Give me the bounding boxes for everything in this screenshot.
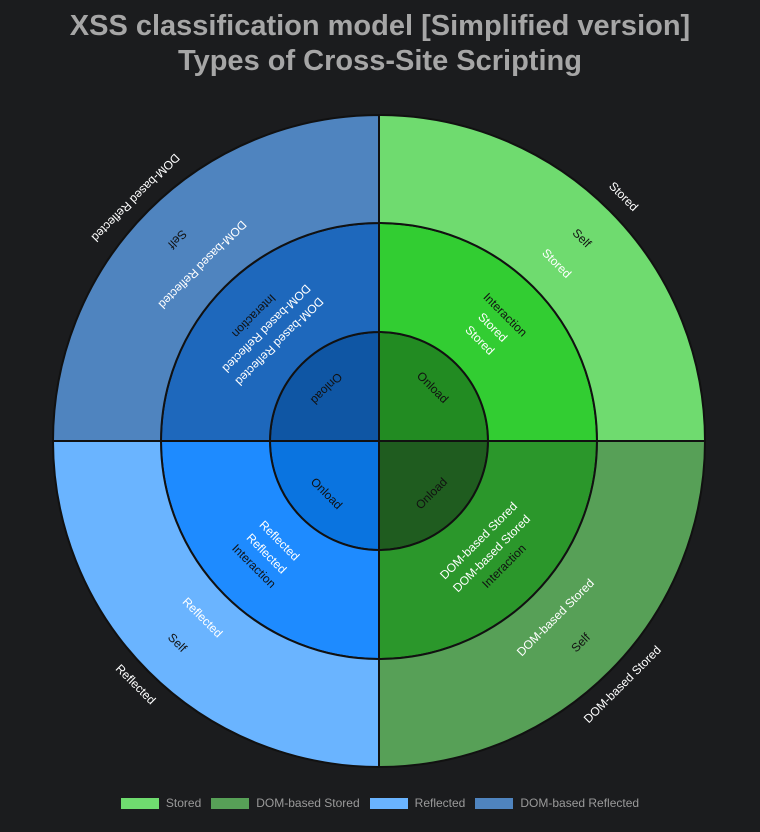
legend-label: DOM-based Reflected: [520, 796, 640, 810]
legend-item-dom-based-reflected[interactable]: DOM-based Reflected: [475, 796, 639, 810]
legend-swatch: [475, 797, 514, 809]
chart-legend: Stored DOM-based Stored Reflected DOM-based…: [0, 796, 760, 810]
legend-swatch: [120, 797, 159, 809]
legend-item-dom-based-stored[interactable]: DOM-based Stored: [211, 796, 360, 810]
legend-label: Reflected: [414, 796, 466, 810]
wedge-reflected-self: [51, 440, 380, 769]
outer-label-stored: Stored: [606, 179, 641, 214]
wedge-dom-based-reflected-self: [51, 113, 380, 442]
wedge-stored-self: [378, 113, 707, 442]
legend-label: Stored: [165, 796, 202, 810]
legend-item-stored[interactable]: Stored: [120, 796, 202, 810]
chart-title: XSS classification model [Simplified ver…: [69, 10, 691, 42]
chart-subtitle: Types of Cross-Site Scripting: [178, 45, 582, 77]
wedge-dom-based-stored-self: [378, 440, 707, 769]
legend-item-reflected[interactable]: Reflected: [369, 796, 466, 810]
legend-swatch: [369, 797, 408, 809]
legend-swatch: [211, 797, 250, 809]
legend-label: DOM-based Stored: [256, 796, 360, 810]
